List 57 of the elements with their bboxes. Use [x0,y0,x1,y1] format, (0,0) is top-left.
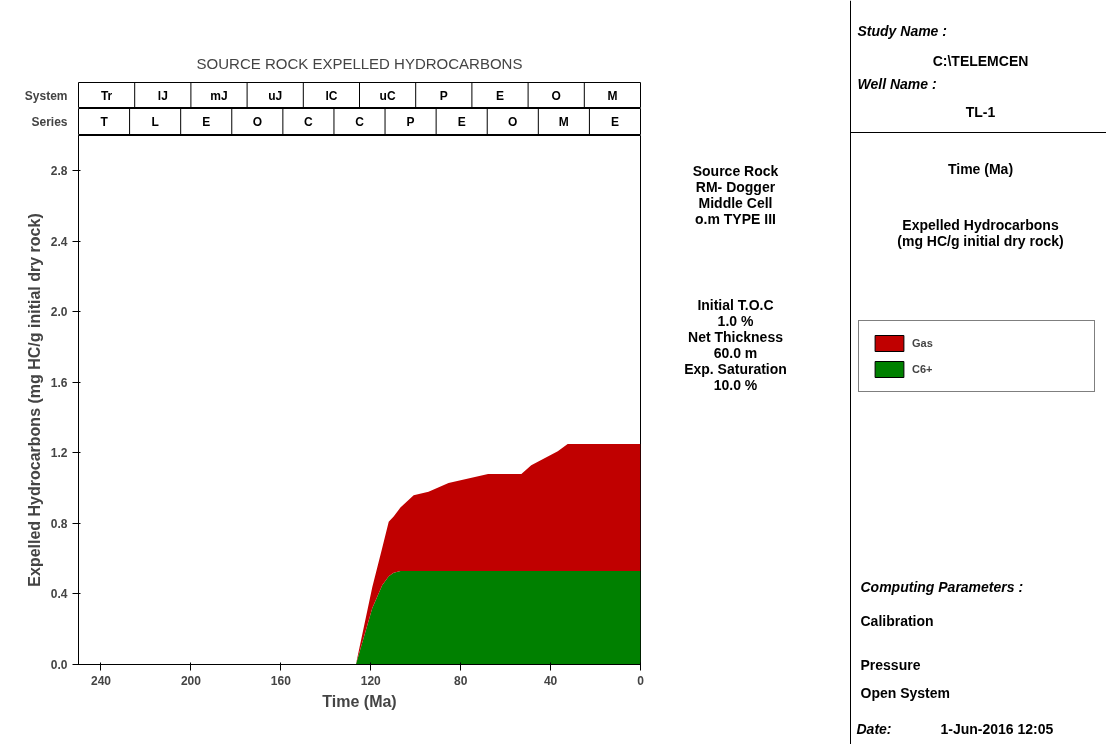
text: Initial T.O.C 1.0 % Net Thickness 60.0 m Exp. Saturation 10.0 % [684,296,787,393]
text: Calibration [860,612,934,629]
category-label: P [406,115,415,129]
text: 1-Jun-2016 12:05 [940,720,1054,737]
category-label: L [151,115,159,129]
category-label: M [558,115,569,129]
category-label: O [252,115,262,129]
chart-title: SOURCE ROCK EXPELLED HYDROCARBONS [196,54,523,72]
category-label: P [439,88,448,103]
legend-label: Gas [912,337,934,349]
legend-label: C6+ [912,363,934,375]
y-tick-label: 2.0 [50,305,68,320]
text: Expelled Hydrocarbons (mg HC/g initial dry rock) [897,216,1064,249]
x-tick-label: 240 [90,673,112,688]
category-label: C [304,115,314,129]
text: Computing Parameters : [860,578,1024,595]
text: Time (Ma) [947,160,1014,177]
y-tick-label: 1.6 [50,375,68,390]
x-tick-label: 120 [360,673,382,688]
y-tick-label: 0.0 [50,658,68,672]
y-tick-label: 2.4 [50,234,68,249]
category-label: M [607,88,618,103]
category-label: Tr [100,88,113,103]
y-tick-label: 0.4 [50,587,68,602]
x-tick-label: 200 [180,673,202,688]
text: Study Name : [857,22,947,39]
text: TL-1 [965,103,996,120]
y-axis-title: Expelled Hydrocarbons (mg HC/g initial dry rock) [25,213,43,587]
category-label: C [355,115,365,129]
category-label: lC [325,88,338,103]
category-label: E [457,115,466,129]
text: Pressure [860,656,921,673]
text: Series [31,115,68,129]
text: Well Name : [857,75,937,92]
x-tick-label: 160 [270,673,292,688]
category-label: E [610,115,619,129]
category-label: E [202,115,211,129]
category-label: lJ [157,88,168,103]
category-label: mJ [210,88,228,103]
category-label: uC [379,88,396,103]
x-tick-label: 80 [453,673,468,688]
text: Open System [860,684,950,701]
category-label: T [100,115,109,129]
y-tick-label: 1.2 [50,446,68,461]
text: System [24,88,68,103]
source-note: Source Rock RM- Dogger Middle Cell o.m TYPE III [692,162,779,227]
text: C:\TELEMCEN [932,52,1029,69]
category-label: uJ [268,88,283,103]
category-label: O [508,115,518,129]
x-axis-title: Time (Ma) [322,692,397,710]
category-label: E [496,88,505,103]
x-tick-label: 0 [637,673,645,688]
text: Date: [856,720,892,737]
x-tick-label: 40 [543,673,558,688]
y-tick-label: 0.8 [50,516,68,531]
y-tick-label: 2.8 [50,164,68,179]
category-label: O [551,88,561,103]
